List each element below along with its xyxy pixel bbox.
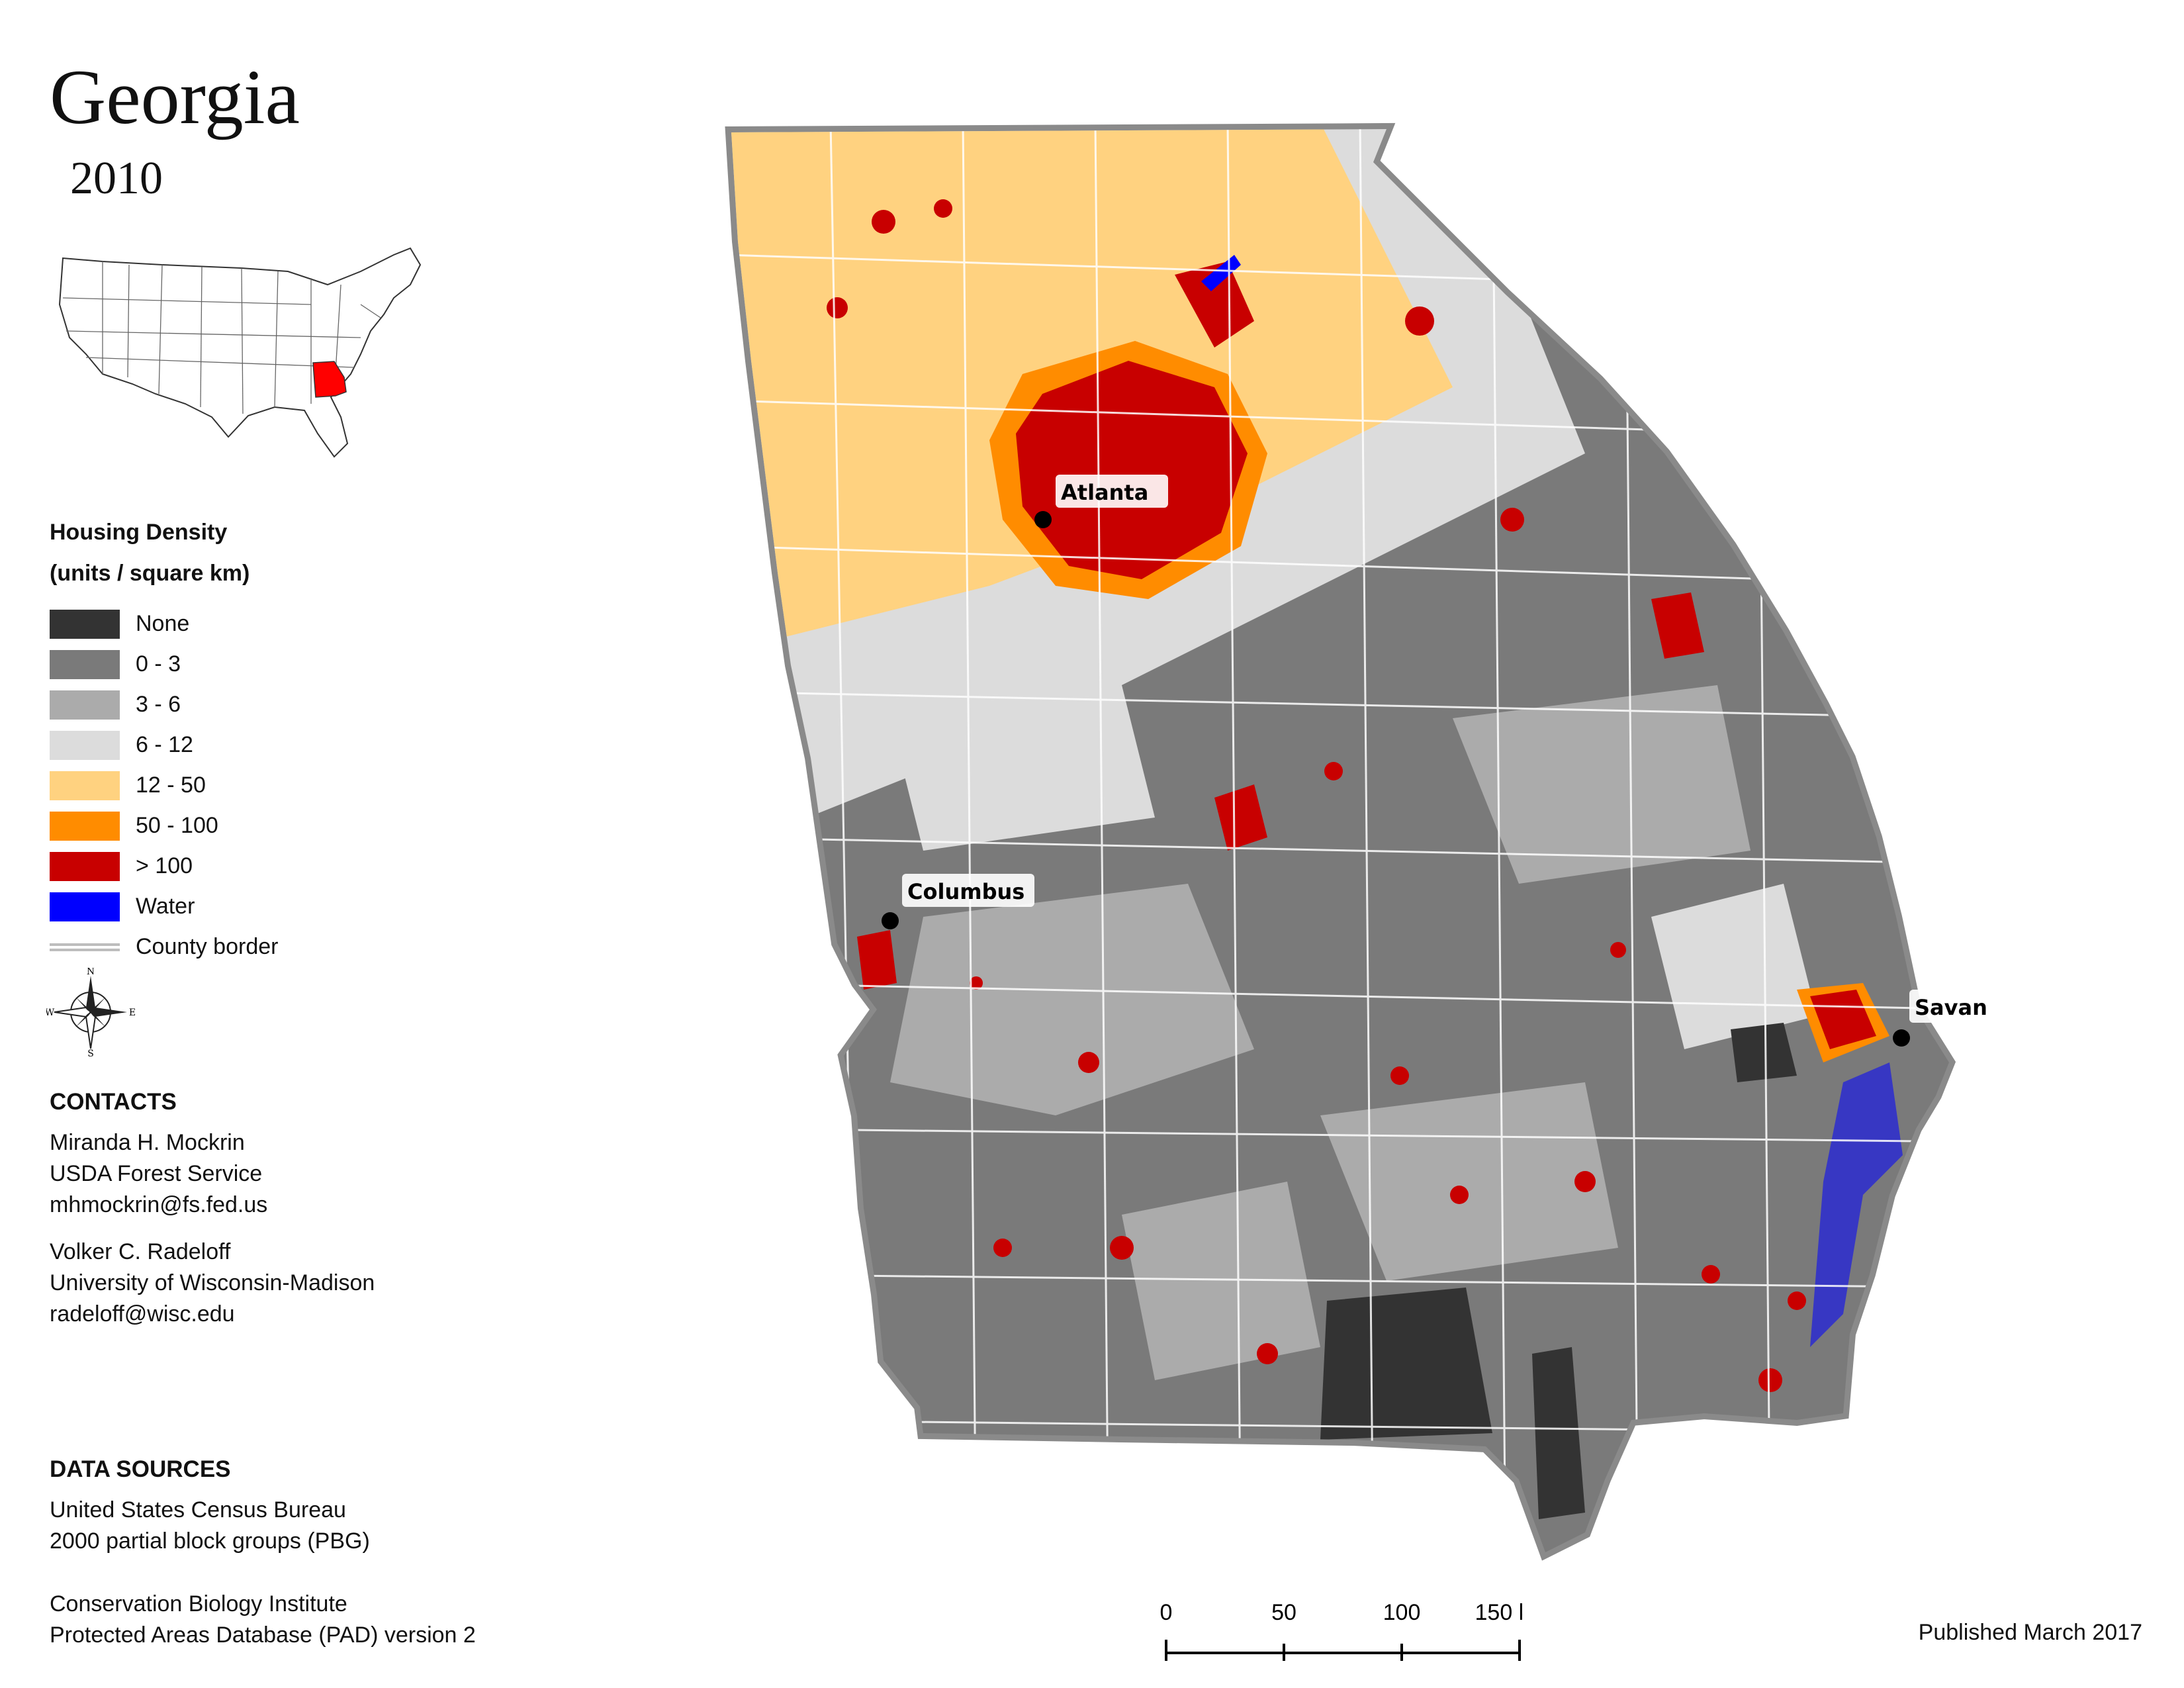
data-sources-heading: DATA SOURCES (50, 1456, 231, 1482)
legend-title: Housing Density (50, 520, 228, 545)
scale-bar: 0 50 100 150 km (1160, 1600, 1523, 1661)
data-source-line: Conservation Biology Institute (50, 1591, 347, 1617)
compass-w: W (46, 1008, 55, 1018)
legend-item-6-12: 6 - 12 (50, 725, 278, 765)
legend-item-3-6: 3 - 6 (50, 684, 278, 725)
scale-tick-50: 50 (1271, 1600, 1297, 1625)
legend-subtitle: (units / square km) (50, 561, 250, 586)
savannah-marker (1893, 1029, 1910, 1047)
atlanta-label: Atlanta (1061, 480, 1148, 505)
city-atlanta: Atlanta (1034, 475, 1168, 528)
data-source-line: United States Census Bureau (50, 1497, 346, 1523)
data-source-census: United States Census Bureau 2000 partial… (50, 1495, 370, 1557)
legend-item-none: None (50, 604, 278, 644)
compass-rose-icon: N S E W (46, 968, 136, 1057)
contact-2-org: University of Wisconsin-Madison (50, 1270, 375, 1295)
contact-1-org: USDA Forest Service (50, 1161, 263, 1186)
published-date: Published March 2017 (1918, 1620, 2142, 1645)
map-title: Georgia (50, 54, 300, 140)
legend-item-0-3: 0 - 3 (50, 644, 278, 684)
scale-tick-100: 100 (1383, 1600, 1421, 1625)
legend-item-county-border: County border (50, 927, 278, 967)
georgia-housing-density-map: Atlanta Columbus Savannah (725, 122, 1989, 1561)
map-year: 2010 (70, 153, 163, 204)
georgia-highlight (312, 361, 347, 398)
legend-swatch (50, 771, 120, 800)
compass-n: N (87, 968, 95, 977)
legend-swatch (50, 690, 120, 720)
data-source-line: 2000 partial block groups (PBG) (50, 1528, 370, 1554)
legend-swatch (50, 730, 120, 760)
scale-tick-150: 150 km (1475, 1600, 1523, 1625)
legend-swatch (50, 851, 120, 881)
legend-item-50-100: 50 - 100 (50, 806, 278, 846)
usa-inset-map (58, 247, 422, 458)
legend-item-12-50: 12 - 50 (50, 765, 278, 806)
contact-1: Miranda H. Mockrin USDA Forest Service m… (50, 1127, 267, 1221)
legend-item-water: Water (50, 886, 278, 927)
state-borders (62, 261, 381, 414)
compass-s: S (87, 1049, 94, 1057)
data-source-line: Protected Areas Database (PAD) version 2 (50, 1622, 476, 1648)
contact-1-name: Miranda H. Mockrin (50, 1130, 245, 1155)
legend-item-over-100: > 100 (50, 846, 278, 886)
county-border-swatch (50, 943, 120, 951)
savannah-label: Savannah (1915, 995, 1989, 1020)
contact-2: Volker C. Radeloff University of Wiscons… (50, 1237, 375, 1330)
atlanta-marker (1034, 511, 1052, 528)
compass-e: E (129, 1008, 136, 1018)
city-savannah: Savannah (1893, 990, 1989, 1047)
contact-1-email[interactable]: mhmockrin@fs.fed.us (50, 1192, 268, 1217)
legend-swatch (50, 649, 120, 679)
contact-2-email[interactable]: radeloff@wisc.edu (50, 1301, 235, 1327)
contacts-heading: CONTACTS (50, 1089, 177, 1115)
legend-swatch (50, 609, 120, 639)
city-columbus: Columbus (882, 874, 1034, 929)
legend: None 0 - 3 3 - 6 6 - 12 12 - 50 50 - 100… (50, 604, 278, 967)
legend-swatch (50, 811, 120, 841)
contact-2-name: Volker C. Radeloff (50, 1239, 231, 1264)
usa-outline (58, 247, 422, 458)
scale-tick-0: 0 (1160, 1600, 1173, 1625)
data-source-cbi: Conservation Biology Institute Protected… (50, 1589, 476, 1651)
legend-swatch (50, 892, 120, 921)
columbus-marker (882, 912, 899, 929)
columbus-label: Columbus (907, 879, 1024, 904)
